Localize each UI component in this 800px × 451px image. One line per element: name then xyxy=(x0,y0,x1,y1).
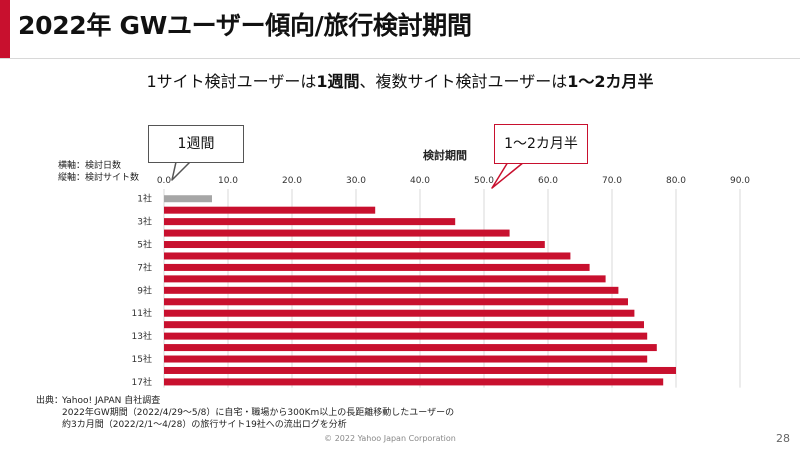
callout-one-week-label: 1週間 xyxy=(177,136,215,152)
callout-one-week: 1週間 xyxy=(148,125,244,163)
bar-2社 xyxy=(164,206,376,214)
bar-8社 xyxy=(164,275,606,283)
bar-3社 xyxy=(164,218,456,226)
axis-legend-x: 横軸：検討日数 xyxy=(58,161,122,171)
source-line-1: Yahoo! JAPAN 自社調査 xyxy=(62,396,161,406)
bar-16社 xyxy=(164,366,676,374)
source-label: 出典： xyxy=(36,396,64,406)
category-label: 9社 xyxy=(137,284,152,296)
category-label: 11社 xyxy=(132,307,152,319)
subtitle-part-1: 1サイト検討ユーザーは xyxy=(146,72,317,91)
title-accent-bar xyxy=(0,0,10,58)
source-line-2: 2022年GW期間（2022/4/29～5/8）に自宅・職場から300Km以上の… xyxy=(62,408,455,418)
subtitle: 1サイト検討ユーザーは1週間、複数サイト検討ユーザーは1～2カ月半 xyxy=(0,68,800,92)
bar-4社 xyxy=(164,229,510,237)
bar-13社 xyxy=(164,332,648,340)
copyright: © 2022 Yahoo Japan Corporation xyxy=(324,434,456,443)
category-label: 5社 xyxy=(137,239,152,251)
chart-bars xyxy=(164,195,676,386)
x-tick-label: 50.0 xyxy=(474,176,494,186)
bar-15社 xyxy=(164,355,648,363)
x-tick-label: 30.0 xyxy=(346,176,366,186)
bar-14社 xyxy=(164,344,657,352)
x-tick-label: 0.0 xyxy=(157,176,172,186)
chart-x-tick-labels: 0.0 10.0 20.0 30.0 40.0 50.0 60.0 70.0 80.0 90.0 xyxy=(157,176,750,186)
x-tick-label: 20.0 xyxy=(282,176,302,186)
bar-6社 xyxy=(164,252,571,260)
x-tick-label: 70.0 xyxy=(602,176,622,186)
axis-legend: 横軸：検討日数 縦軸：検討サイト数 xyxy=(58,160,139,184)
bar-12社 xyxy=(164,321,644,329)
bar-10社 xyxy=(164,298,628,306)
bar-5社 xyxy=(164,241,545,249)
page-number: 28 xyxy=(776,432,790,445)
callout-one-to-two-half-months: 1～2カ月半 xyxy=(494,124,588,164)
bar-7社 xyxy=(164,263,590,271)
chart-category-labels: 1社 3社 5社 7社 9社 11社 13社 15社 17社 xyxy=(132,193,152,388)
subtitle-part-3: 、複数サイト検討ユーザーは xyxy=(359,72,568,91)
x-tick-label: 60.0 xyxy=(538,176,558,186)
category-label: 17社 xyxy=(132,376,152,388)
chart-title: 検討期間 xyxy=(423,149,467,162)
page-title: 2022年 GWユーザー傾向/旅行検討期間 xyxy=(18,11,472,40)
category-label: 15社 xyxy=(132,353,152,365)
x-tick-label: 90.0 xyxy=(730,176,750,186)
category-label: 3社 xyxy=(137,216,152,228)
source-line-3: 約3カ月間（2022/2/1～4/28）の旅行サイト19社への流出ログを分析 xyxy=(62,420,347,430)
category-label: 13社 xyxy=(132,330,152,342)
subtitle-part-2: 1週間 xyxy=(316,72,360,91)
subtitle-part-4: 1～2カ月半 xyxy=(567,72,654,91)
bar-11社 xyxy=(164,309,635,317)
bar-9社 xyxy=(164,286,619,294)
x-tick-label: 40.0 xyxy=(410,176,430,186)
callout-months-label: 1～2カ月半 xyxy=(504,136,578,152)
bar-17社 xyxy=(164,378,664,386)
axis-legend-y: 縦軸：検討サイト数 xyxy=(58,173,140,183)
x-tick-label: 80.0 xyxy=(666,176,686,186)
title-divider xyxy=(0,58,800,59)
category-label: 1社 xyxy=(137,193,152,205)
category-label: 7社 xyxy=(137,261,152,273)
bar-1社 xyxy=(164,195,212,203)
x-tick-label: 10.0 xyxy=(218,176,238,186)
